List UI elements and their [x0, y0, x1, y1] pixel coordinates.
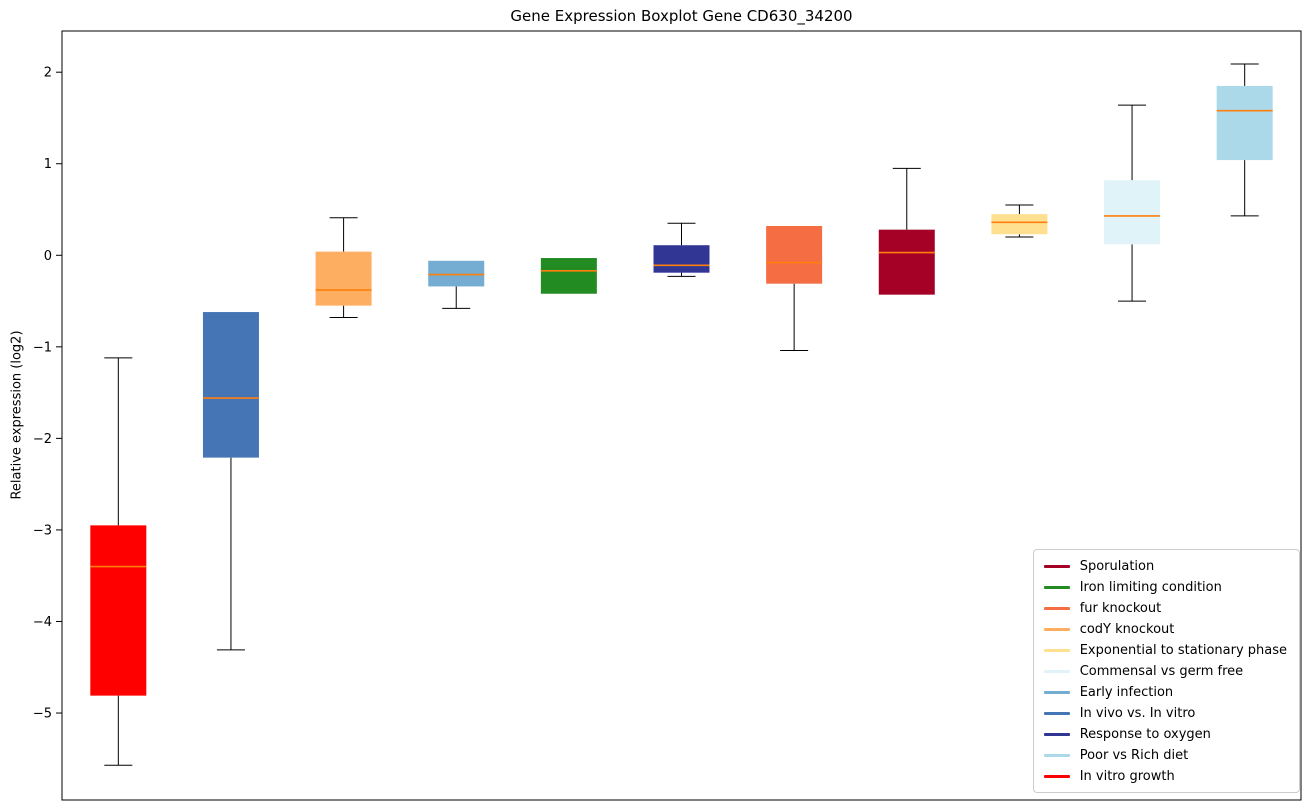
legend-label: Exponential to stationary phase: [1079, 642, 1287, 658]
legend-swatch-icon: [1043, 753, 1070, 757]
boxplot-commensal-vs-germ-free: [1104, 104, 1161, 302]
legend-swatch-icon: [1043, 690, 1070, 694]
box-body: [315, 251, 372, 306]
legend-item: fur knockout: [1043, 599, 1287, 617]
chart-title: Gene Expression Boxplot Gene CD630_34200: [510, 7, 853, 25]
legend-swatch-icon: [1043, 564, 1070, 568]
boxplot-sporulation: [878, 167, 935, 295]
boxplot-in-vivo-vs-in-vitro: [202, 312, 259, 651]
boxplot-poor-vs-rich-diet: [1216, 63, 1273, 217]
box-body: [653, 245, 710, 273]
y-tick-label: −2: [33, 432, 52, 447]
legend-item: Poor vs Rich diet: [1043, 746, 1287, 764]
box-body: [90, 525, 147, 696]
legend-item: In vivo vs. In vitro: [1043, 704, 1287, 722]
y-tick-label: −4: [33, 615, 52, 630]
boxplot-in-vitro-growth: [90, 357, 147, 766]
box-body: [991, 214, 1048, 235]
y-tick-label: 0: [44, 249, 52, 264]
legend-label: codY knockout: [1079, 621, 1175, 637]
legend-swatch-icon: [1043, 585, 1070, 589]
legend: Sporulation Iron limiting condition fur kn…: [1032, 549, 1300, 793]
box-body: [202, 312, 259, 458]
legend-label: Sporulation: [1079, 558, 1155, 574]
box-body: [1216, 85, 1273, 161]
legend-swatch-icon: [1043, 648, 1070, 652]
legend-item: codY knockout: [1043, 620, 1287, 638]
legend-swatch-icon: [1043, 711, 1070, 715]
legend-swatch-icon: [1043, 606, 1070, 610]
boxplot-early-infection: [428, 260, 485, 309]
legend-label: In vivo vs. In vitro: [1079, 705, 1196, 721]
boxplot-exponential-to-stationary-phase: [991, 204, 1048, 238]
legend-label: Response to oxygen: [1079, 726, 1211, 742]
legend-swatch-icon: [1043, 627, 1070, 631]
y-tick-label: 1: [44, 157, 52, 172]
legend-item: Commensal vs germ free: [1043, 662, 1287, 680]
y-tick-label: 2: [44, 66, 52, 81]
legend-item: In vitro growth: [1043, 767, 1287, 785]
legend-label: In vitro growth: [1079, 768, 1175, 784]
box-body: [428, 260, 485, 287]
y-tick-label: −3: [33, 523, 52, 538]
y-tick-label: −1: [33, 340, 52, 355]
legend-label: Commensal vs germ free: [1079, 663, 1244, 679]
legend-swatch-icon: [1043, 732, 1070, 736]
y-tick-label: −5: [33, 707, 52, 722]
boxplot-response-to-oxygen: [653, 222, 710, 277]
box-body: [766, 225, 823, 284]
legend-label: fur knockout: [1079, 600, 1162, 616]
box-body: [878, 229, 935, 295]
legend-item: Response to oxygen: [1043, 725, 1287, 743]
boxplot-fur-knockout: [766, 225, 823, 352]
legend-item: Iron limiting condition: [1043, 578, 1287, 596]
legend-item: Exponential to stationary phase: [1043, 641, 1287, 659]
legend-label: Iron limiting condition: [1079, 579, 1222, 595]
legend-swatch-icon: [1043, 669, 1070, 673]
box-body: [540, 258, 597, 294]
legend-item: Sporulation: [1043, 557, 1287, 575]
box-body: [1104, 180, 1161, 245]
legend-label: Poor vs Rich diet: [1079, 747, 1189, 763]
legend-swatch-icon: [1043, 774, 1070, 778]
legend-item: Early infection: [1043, 683, 1287, 701]
boxplot-cody-knockout: [315, 217, 372, 319]
legend-label: Early infection: [1079, 684, 1174, 700]
boxplot-iron-limiting-condition: [540, 258, 597, 294]
